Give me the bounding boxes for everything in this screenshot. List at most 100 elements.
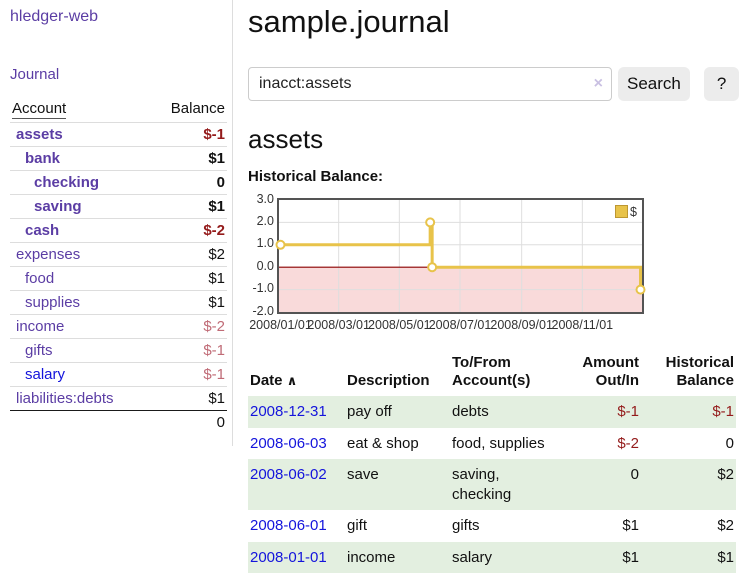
y-axis-tick-label: 3.0 [248, 192, 274, 206]
help-button[interactable]: ? [704, 67, 739, 101]
y-axis-tick-label: 0.0 [248, 259, 274, 273]
txn-accounts: gifts [450, 510, 563, 542]
account-balance: $1 [150, 195, 227, 219]
txn-row: 2008-06-01 giftgifts$1$2 [248, 510, 736, 542]
account-row: bank$1 [10, 147, 227, 171]
account-link-bank[interactable]: bank [12, 150, 60, 167]
app-title-link[interactable]: hledger-web [10, 8, 98, 26]
account-row: supplies $1 [10, 291, 227, 315]
txn-header-balance: Historical Balance [641, 350, 736, 397]
txn-description: gift [345, 510, 450, 542]
account-link-salary[interactable]: salary [12, 366, 65, 383]
main-content: sample.journal × Search ? assets Histori… [248, 0, 736, 573]
account-heading: assets [248, 124, 736, 155]
txn-header-description: Description [345, 350, 450, 397]
account-balance: $1 [150, 291, 227, 315]
y-axis-tick-label: -2.0 [248, 304, 274, 318]
txn-date-link[interactable]: 2008-06-02 [250, 466, 327, 483]
txn-header-date[interactable]: Date ∧ [248, 350, 345, 397]
txn-header-accounts: To/From Account(s) [450, 350, 563, 397]
txn-date-link[interactable]: 2008-12-31 [250, 403, 327, 420]
txn-balance: $-1 [641, 396, 736, 428]
accounts-total-balance: 0 [150, 411, 227, 435]
search-button[interactable]: Search [618, 67, 690, 101]
x-axis-tick-label: 2008/01/01 [249, 318, 313, 332]
accounts-table-body: assets$-1bank$1checking0saving$1cash$-2e… [10, 123, 227, 435]
txn-header-amount: Amount Out/In [563, 350, 641, 397]
account-link-expenses[interactable]: expenses [12, 246, 80, 263]
account-link-gifts[interactable]: gifts [12, 342, 53, 359]
account-row: income $-2 [10, 315, 227, 339]
txn-amount: $-2 [563, 428, 641, 460]
account-balance: 0 [150, 171, 227, 195]
y-axis-tick-label: -1.0 [248, 281, 274, 295]
account-balance: $-1 [150, 363, 227, 387]
account-row: assets $-1 [10, 123, 227, 147]
x-axis-tick-label: 2008/03/01 [307, 318, 371, 332]
account-link-checking[interactable]: checking [12, 174, 99, 191]
txn-accounts: saving, checking [450, 459, 563, 510]
account-row: salary $-1 [10, 363, 227, 387]
account-row: cash $-2 [10, 219, 227, 243]
txn-amount: $1 [563, 510, 641, 542]
x-axis-tick-label: 2008/09/01 [490, 318, 554, 332]
txn-description: pay off [345, 396, 450, 428]
account-row: liabilities:debts $1 [10, 387, 227, 411]
txn-balance: 0 [641, 428, 736, 460]
account-row: gifts $-1 [10, 339, 227, 363]
account-link-assets[interactable]: assets [12, 126, 63, 143]
account-link-saving[interactable]: saving [12, 198, 82, 215]
chart-title: Historical Balance: [248, 168, 736, 185]
account-row: saving $1 [10, 195, 227, 219]
txn-amount: $-1 [563, 396, 641, 428]
txn-accounts: debts [450, 396, 563, 428]
account-link-income[interactable]: income [12, 318, 64, 335]
sidebar-item-journal[interactable]: Journal [10, 66, 59, 83]
x-axis-tick-label: 2008/05/01 [367, 318, 431, 332]
txn-accounts: food, supplies [450, 428, 563, 460]
txn-description: save [345, 459, 450, 510]
legend-swatch-icon [615, 205, 628, 218]
account-balance: $-2 [150, 315, 227, 339]
account-balance: $1 [150, 387, 227, 411]
txn-row: 2008-06-02 savesaving, checking0$2 [248, 459, 736, 510]
chart-plot-area: $ [277, 198, 644, 314]
account-row: expenses $2 [10, 243, 227, 267]
clear-search-icon[interactable]: × [594, 74, 603, 93]
txn-description: eat & shop [345, 428, 450, 460]
account-balance: $-1 [150, 123, 227, 147]
account-link-liabilities-debts[interactable]: liabilities:debts [12, 390, 114, 407]
x-axis-tick-label: 2008/07/01 [428, 318, 492, 332]
accounts-table: Account Balance assets$-1bank$1checking0… [10, 97, 227, 434]
accounts-header-account: Account [10, 97, 150, 123]
txn-balance: $2 [641, 510, 736, 542]
y-axis-tick-label: 2.0 [248, 214, 274, 228]
txn-balance: $2 [641, 459, 736, 510]
accounts-total-row: 0 [10, 411, 227, 435]
account-row: checking 0 [10, 171, 227, 195]
account-link-cash[interactable]: cash [12, 222, 59, 239]
transactions-table: Date ∧ Description To/From Account(s) Am… [248, 350, 736, 574]
txn-row: 2008-12-31pay offdebts$-1$-1 [248, 396, 736, 428]
txn-date-link[interactable]: 2008-06-03 [250, 435, 327, 452]
txn-balance: $1 [641, 542, 736, 574]
account-balance: $2 [150, 243, 227, 267]
chart-legend: $ [615, 205, 637, 219]
sidebar: hledger-web Journal Account Balance asse… [0, 0, 233, 446]
txn-date-link[interactable]: 2008-01-01 [250, 549, 327, 566]
legend-label: $ [630, 205, 637, 219]
account-link-supplies[interactable]: supplies [12, 294, 80, 311]
account-balance: $1 [150, 267, 227, 291]
search-input[interactable] [248, 67, 612, 101]
account-link-food[interactable]: food [12, 270, 54, 287]
txn-amount: 0 [563, 459, 641, 510]
chart-canvas [279, 200, 642, 312]
y-axis-tick-label: 1.0 [248, 236, 274, 250]
account-balance: $-2 [150, 219, 227, 243]
account-balance: $-1 [150, 339, 227, 363]
search-form: × Search ? [248, 67, 736, 101]
historical-balance-chart: $ 3.0 2.0 1.0 0.0 -1.0 -2.02008/01/012008/03/… [248, 194, 736, 336]
txn-amount: $1 [563, 542, 641, 574]
txn-date-link[interactable]: 2008-06-01 [250, 517, 327, 534]
accounts-header-balance: Balance [150, 97, 227, 123]
